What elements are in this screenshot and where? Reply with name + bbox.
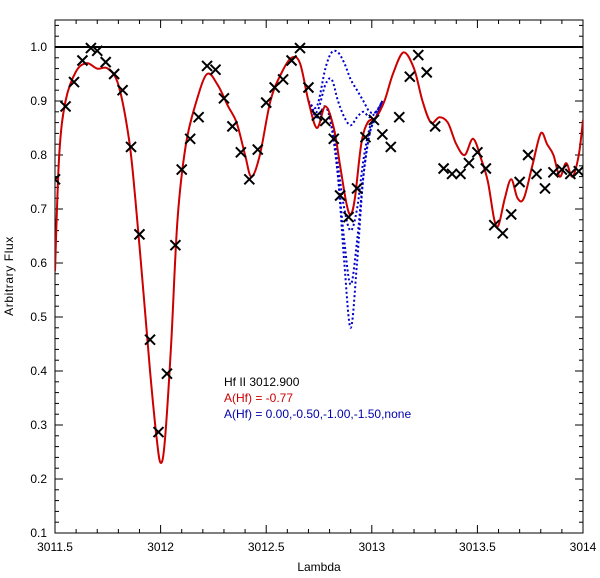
observed-point xyxy=(328,133,340,145)
observed-point xyxy=(99,56,112,68)
observed-point xyxy=(437,162,450,175)
y-tick-label: 0.1 xyxy=(30,526,47,540)
observed-point xyxy=(176,163,188,176)
observed-point xyxy=(277,73,289,86)
observed-point xyxy=(376,128,389,141)
x-tick-label: 3012 xyxy=(147,540,174,554)
observed-point xyxy=(285,54,298,67)
observed-point xyxy=(116,84,129,96)
observed-markers xyxy=(55,42,583,438)
observed-point xyxy=(530,168,543,180)
x-tick-label: 3013.5 xyxy=(459,540,496,554)
observed-point xyxy=(513,176,526,188)
x-tick-label: 3014 xyxy=(570,540,597,554)
y-tick-label: 0.3 xyxy=(30,418,47,432)
axis-tick-labels: 3011.5 3012 3012.5 3013 3013.5 3014 0.1 0.2 0.3 0… xyxy=(30,40,596,554)
observed-point xyxy=(218,92,230,105)
observed-point xyxy=(385,141,397,153)
observed-point xyxy=(454,168,467,180)
y-tick-label: 0.9 xyxy=(30,94,47,108)
observed-point xyxy=(342,211,355,223)
observed-point xyxy=(404,70,416,83)
legend-line-element: Hf II 3012.900 xyxy=(224,375,300,389)
y-tick-label: 1.0 xyxy=(30,40,47,54)
y-axis-title: Arbitrary Flux xyxy=(2,236,16,316)
y-tick-label: 0.8 xyxy=(30,148,47,162)
observed-point xyxy=(359,131,372,143)
observed-point xyxy=(294,42,306,54)
observed-point xyxy=(573,165,583,177)
observed-point xyxy=(556,163,568,176)
legend-line-best-fit: A(Hf) = -0.77 xyxy=(224,391,293,405)
observed-point xyxy=(76,54,89,67)
y-tick-label: 0.2 xyxy=(30,472,47,486)
observed-point xyxy=(243,173,256,186)
observed-point xyxy=(226,120,239,133)
observed-point xyxy=(161,367,173,380)
observed-point xyxy=(108,68,120,80)
observed-point xyxy=(522,149,534,161)
observed-point xyxy=(471,146,484,159)
observed-point xyxy=(393,111,405,123)
x-axis-title: Lambda xyxy=(297,560,341,574)
observed-point xyxy=(68,76,80,88)
plot-frame xyxy=(54,19,584,534)
legend-line-abundances: A(Hf) = 0.00,-0.50,-1.00,-1.50,none xyxy=(224,407,411,421)
observed-point xyxy=(497,227,509,240)
plot-area xyxy=(55,42,583,464)
axis-ticks xyxy=(54,20,584,534)
observed-point xyxy=(302,81,315,94)
abundance-model-line xyxy=(307,49,384,115)
observed-point xyxy=(351,182,363,195)
observed-point xyxy=(334,189,346,202)
observed-point xyxy=(144,333,156,346)
observed-point xyxy=(412,49,424,61)
observed-point xyxy=(91,45,103,57)
y-tick-label: 0.4 xyxy=(30,364,47,378)
observed-point xyxy=(235,146,247,159)
observed-point xyxy=(446,168,458,180)
observed-point xyxy=(209,63,222,76)
observed-point xyxy=(260,96,272,109)
observed-point xyxy=(480,162,492,175)
observed-point xyxy=(564,168,577,180)
observed-point xyxy=(59,100,72,113)
observed-point xyxy=(547,166,560,178)
x-tick-label: 3011.5 xyxy=(37,540,73,554)
observed-point xyxy=(192,111,205,123)
observed-point xyxy=(421,66,433,79)
observed-point xyxy=(463,157,475,169)
y-tick-label: 0.5 xyxy=(30,310,47,324)
observed-point xyxy=(201,60,213,72)
observed-point xyxy=(368,114,380,126)
observed-point xyxy=(311,109,323,122)
observed-point xyxy=(252,143,264,156)
x-tick-label: 3013 xyxy=(358,540,385,554)
observed-point xyxy=(55,173,61,186)
y-tick-label: 0.7 xyxy=(30,202,47,216)
observed-point xyxy=(505,208,517,221)
legend: Hf II 3012.900 A(Hf) = -0.77 A(Hf) = 0.0… xyxy=(224,375,411,421)
observed-point xyxy=(152,426,165,438)
y-tick-label: 0.6 xyxy=(30,256,47,270)
observed-point xyxy=(85,42,97,54)
observed-point xyxy=(184,133,196,145)
observed-point xyxy=(125,141,137,153)
observed-point xyxy=(169,239,182,251)
observed-point xyxy=(539,182,551,195)
observed-point xyxy=(319,115,332,127)
observed-point xyxy=(133,228,146,241)
x-tick-label: 3012.5 xyxy=(248,540,285,554)
observed-point xyxy=(429,120,441,133)
